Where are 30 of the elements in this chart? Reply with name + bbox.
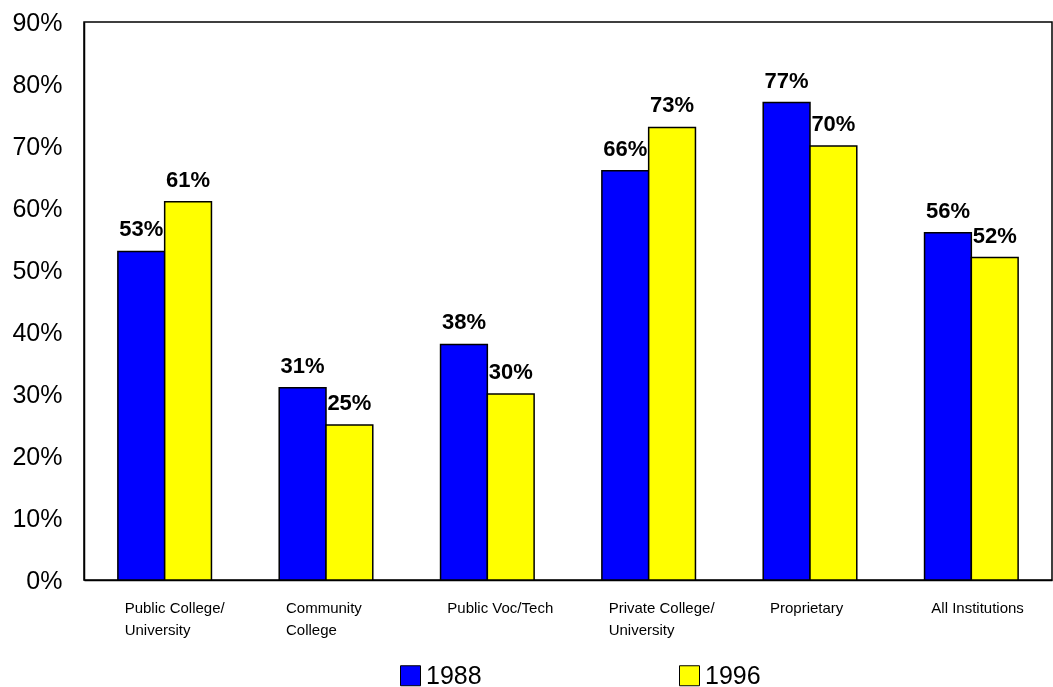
data-label: 52% — [972, 222, 1017, 248]
data-label: 38% — [441, 309, 486, 335]
data-label: 66% — [603, 135, 648, 161]
data-label: 53% — [119, 216, 164, 242]
y-tick-label: 90% — [12, 7, 63, 36]
data-label: 70% — [811, 111, 856, 136]
x-tick-label: All Institutions — [931, 598, 1024, 616]
data-label: 30% — [488, 359, 533, 384]
data-label: 73% — [650, 92, 695, 118]
legend-label: 1996 — [705, 660, 761, 687]
data-label: 61% — [166, 166, 211, 192]
y-tick-label: 0% — [26, 565, 63, 594]
y-tick-label: 50% — [12, 255, 63, 284]
x-tick-label: Private College/ University — [608, 598, 716, 638]
x-tick-label: Community College — [286, 598, 363, 638]
x-tick-label: Proprietary — [770, 598, 844, 616]
x-tick-label: Public College/ University — [124, 598, 226, 638]
y-tick-label: 30% — [12, 379, 63, 408]
data-label: 25% — [327, 390, 372, 415]
y-tick-label: 10% — [12, 503, 63, 532]
y-tick-label: 20% — [12, 441, 63, 470]
data-label: 77% — [764, 67, 809, 93]
y-tick-label: 40% — [12, 317, 63, 346]
x-tick-label: Public Voc/Tech — [447, 598, 554, 616]
data-label: 56% — [925, 197, 970, 223]
y-tick-label: 70% — [12, 131, 63, 160]
y-tick-label: 60% — [12, 193, 63, 222]
legend-label: 1988 — [426, 660, 482, 687]
data-label: 31% — [280, 352, 325, 378]
y-tick-label: 80% — [12, 69, 63, 98]
